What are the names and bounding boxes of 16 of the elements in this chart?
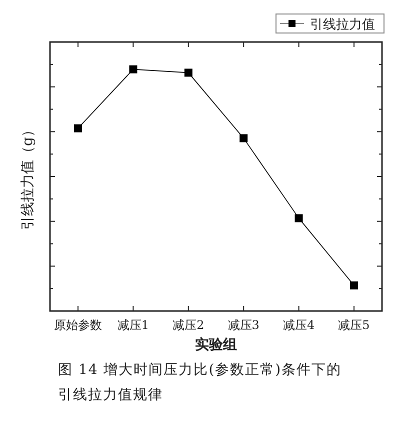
y-axis-title: 引线拉力值（g） bbox=[20, 123, 36, 230]
x-tick-label: 减压5 bbox=[338, 318, 370, 332]
point bbox=[74, 124, 82, 132]
point bbox=[350, 281, 358, 290]
point bbox=[184, 68, 192, 77]
point bbox=[294, 214, 303, 222]
x-axis-title: 实验组 bbox=[195, 336, 237, 353]
point bbox=[129, 65, 138, 74]
point bbox=[240, 134, 248, 142]
x-tick-label: 减压1 bbox=[117, 318, 150, 332]
caption: 图 14 增大时间压力比(参数正常)条件下的引线拉力值规律 bbox=[58, 361, 343, 405]
x-tick-label: 减压2 bbox=[172, 318, 204, 332]
x-tick-label: 减压4 bbox=[282, 318, 315, 332]
x-tick-label: 原始参数 bbox=[54, 318, 102, 332]
legend-label: 引线拉力值 bbox=[310, 18, 375, 32]
x-tick-label: 减压3 bbox=[228, 318, 260, 332]
